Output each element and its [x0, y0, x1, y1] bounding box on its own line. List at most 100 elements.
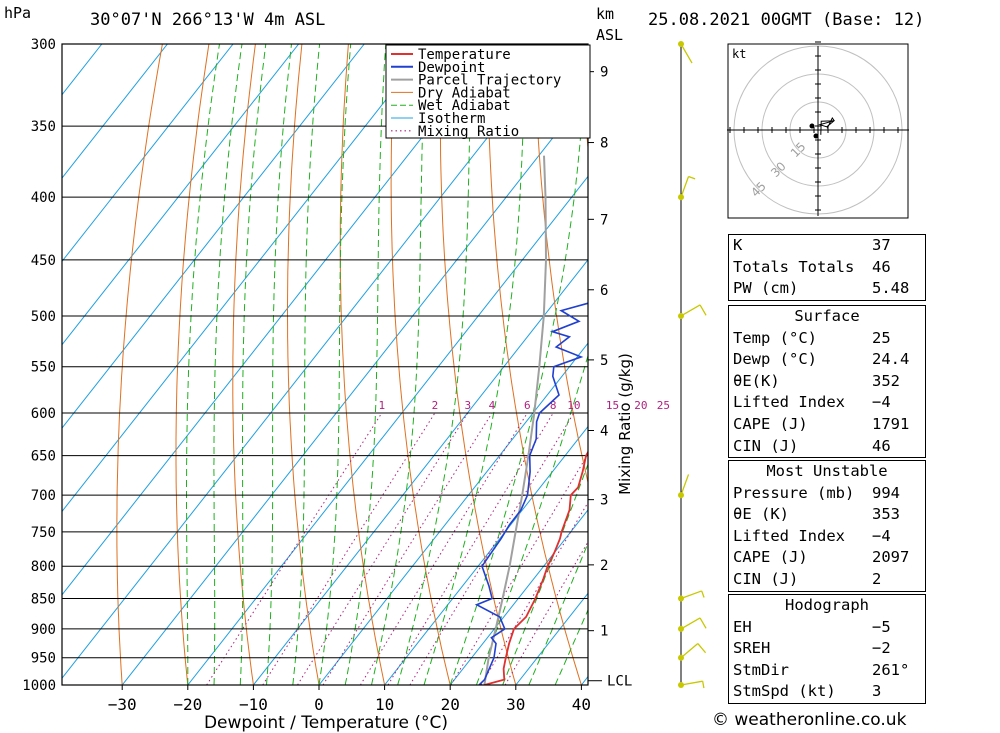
mixing-ratio-value-label: 4: [489, 399, 496, 412]
wind-barb-staff: [680, 176, 690, 198]
legend-box: [385, 44, 591, 139]
mixing-ratio-value-label: 3: [464, 399, 471, 412]
hodograph-storm-motion: [809, 123, 815, 129]
wind-barb-staff: [680, 680, 703, 686]
km-tick-label: 3: [600, 493, 608, 509]
isotherm-line: [318, 342, 588, 685]
wet-adiabat-line: [371, 44, 427, 685]
mixing-ratio-axis-title: Mixing Ratio (g/kg): [616, 353, 634, 495]
legend-entry-label: Isotherm: [418, 111, 485, 127]
wet-adiabat-line: [266, 44, 293, 685]
index-row: EH −5: [729, 617, 925, 639]
copyright-footer: © weatheronline.co.uk: [712, 710, 907, 730]
index-label: StmSpd (kt): [733, 682, 836, 701]
wind-barb-flag: [699, 304, 707, 316]
isotherm-line: [384, 425, 588, 685]
index-label: Lifted Index: [733, 526, 845, 545]
index-value: −4: [872, 526, 891, 545]
km-tick-label: 9: [600, 65, 608, 81]
mixing-ratio-value-label: 2: [432, 399, 439, 412]
dry-adiabat-line: [439, 44, 517, 685]
pressure-tick-label: 300: [31, 37, 56, 53]
dry-adiabat-line: [390, 44, 451, 685]
index-row: PW (cm) 5.48: [729, 278, 925, 300]
index-label: Lifted Index: [733, 393, 845, 412]
index-row: Dewp (°C) 24.4: [729, 349, 925, 371]
location-title: 30°07'N 266°13'W 4m ASL: [90, 10, 326, 30]
index-label: CAPE (J): [733, 548, 808, 567]
x-tick-label: −20: [173, 695, 202, 714]
km-tick-label: 6: [600, 283, 608, 299]
profiles: [474, 155, 588, 685]
isotherm-line: [62, 44, 168, 179]
x-tick-label: −10: [239, 695, 268, 714]
km-tick-label: 8: [600, 136, 608, 152]
index-row: Lifted Index −4: [729, 392, 925, 414]
pressure-tick-label: 700: [31, 488, 56, 504]
legend-entry-label: Mixing Ratio: [418, 124, 519, 140]
index-row: CIN (J) 2: [729, 569, 925, 591]
legend-entry-label: Wet Adiabat: [418, 98, 511, 114]
isotherm-line: [187, 175, 588, 685]
km-tick-label: 1: [600, 624, 608, 640]
index-value: 352: [872, 371, 900, 390]
index-label: SREH: [733, 639, 771, 658]
legend-entry-label: Temperature: [418, 47, 511, 63]
index-label: Temp (°C): [733, 328, 817, 347]
hodograph-indices-table: Hodograph EH −5 SREH −2 StmDir 261° StmSpd (kt)…: [728, 594, 926, 704]
km-tick-label: 5: [600, 353, 608, 369]
wind-barb-staff: [680, 643, 699, 659]
wet-adiabat-line: [475, 354, 588, 685]
pressure-tick-label: 500: [31, 309, 56, 325]
height-unit-asl-label: ASL: [596, 26, 624, 44]
mixing-ratio-line: [387, 412, 554, 685]
profile-temperature: [484, 450, 588, 685]
pressure-tick-label: 400: [31, 190, 56, 206]
wet-adiabat-line: [397, 44, 473, 685]
isotherm-line: [62, 44, 234, 263]
dry-adiabat-line: [339, 44, 386, 685]
mixing-ratio-line: [206, 412, 383, 685]
hodograph-trace: [818, 117, 835, 135]
index-value: 1791: [872, 414, 910, 433]
axes: −30 −20 −10 0 10 20 30 40 Dewpoint / Temperature…: [108, 65, 634, 733]
x-tick-label: 10: [375, 695, 394, 714]
index-label: CIN (J): [733, 569, 799, 588]
profile-parcel-trajectory: [483, 155, 548, 685]
index-section-title: Surface: [794, 307, 860, 325]
index-value: 46: [872, 436, 891, 455]
x-tick-label: 20: [441, 695, 460, 714]
isotherm-line: [253, 259, 588, 685]
wet-adiabat-line: [239, 44, 267, 685]
pressure-tick-label: 650: [31, 449, 56, 465]
index-row: CAPE (J) 1791: [729, 414, 925, 436]
datetime-title: 25.08.2021 00GMT (Base: 12): [648, 10, 925, 30]
index-value: 24.4: [872, 350, 910, 369]
index-label: EH: [733, 617, 752, 636]
legend-entry-label: Dewpoint: [418, 60, 485, 76]
wind-barb-staff: [680, 590, 702, 600]
wet-adiabat-line: [449, 44, 588, 685]
isotherm-line: [449, 509, 588, 685]
index-value: 46: [872, 257, 891, 276]
wind-barb-flag: [697, 643, 707, 654]
index-row: Temp (°C) 25: [729, 328, 925, 350]
index-label: θE (K): [733, 505, 789, 524]
hodograph-mean-wind: [813, 133, 819, 139]
dry-adiabat-line: [116, 44, 163, 685]
x-tick-label: 0: [314, 695, 324, 714]
index-row: θE(K) 352: [729, 371, 925, 393]
pressure-tick-label: 1000: [22, 678, 56, 694]
index-label: CAPE (J): [733, 414, 808, 433]
mixing-ratio-value-label: 10: [567, 399, 580, 412]
mixing-ratio-value-label: 1: [378, 399, 385, 412]
most-unstable-table: Most Unstable Pressure (mb) 994 θE (K) 353 Li…: [728, 460, 926, 592]
mixing-ratio-value-label: 20: [634, 399, 647, 412]
km-tick-label: 7: [600, 212, 608, 228]
index-label: StmDir: [733, 660, 789, 679]
index-value: 261°: [872, 660, 910, 679]
mixing-ratio-line: [297, 412, 469, 685]
index-value: 353: [872, 505, 900, 524]
index-section-title: Most Unstable: [766, 462, 888, 480]
legend-entry-label: Parcel Trajectory: [418, 73, 561, 89]
